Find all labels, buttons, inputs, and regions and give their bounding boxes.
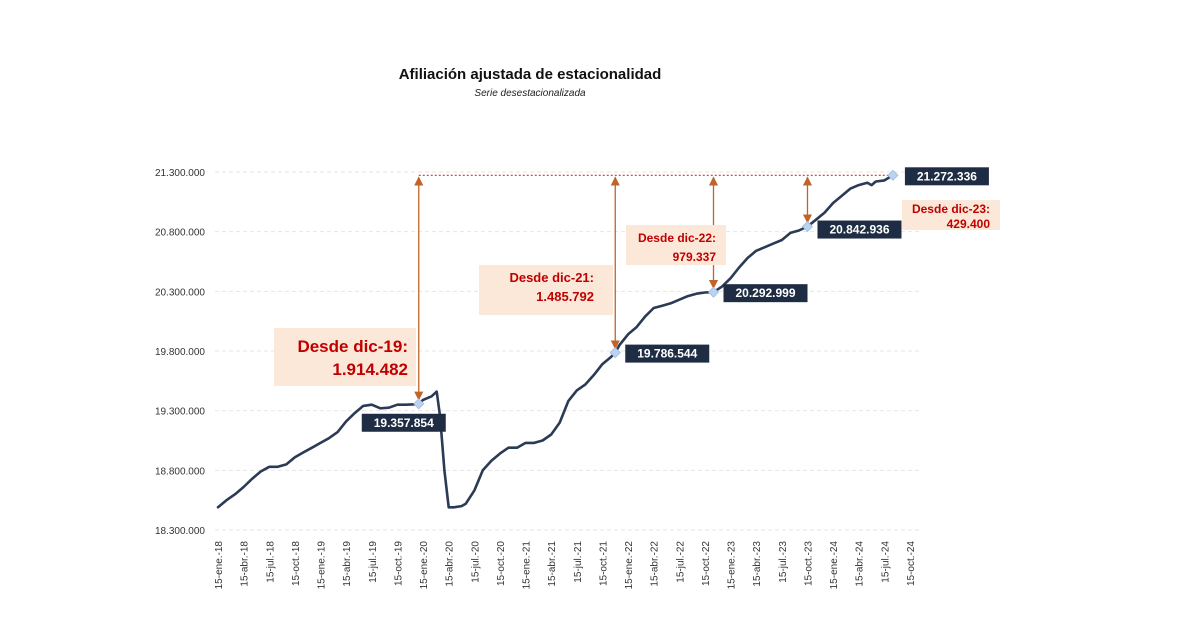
y-tick-label: 18.300.000 [155,526,205,537]
x-tick-label: 15-oct.-22 [701,541,712,586]
value-label: 20.292.999 [735,286,795,300]
highlight-marker [801,220,814,233]
value-label: 19.786.544 [637,347,697,361]
highlight-marker [609,347,621,359]
x-tick-label: 15-abr.-18 [240,541,251,587]
x-tick-label: 15-oct.-21 [598,541,609,586]
highlight-marker [887,169,899,181]
value-label-box [361,413,446,432]
annotation-label: Desde dic-22: [638,231,716,245]
highlight-marker [413,398,425,410]
annotation-label: Desde dic-23: [912,202,990,216]
y-tick-label: 20.800.000 [155,228,205,239]
x-tick-label: 15-ene.-18 [214,541,225,590]
y-tick-label: 19.300.000 [155,407,205,418]
value-label: 19.357.854 [374,416,434,430]
x-tick-label: 15-oct.-23 [803,541,814,586]
x-tick-label: 15-oct.-18 [291,541,302,586]
x-tick-label: 15-jul.-23 [778,541,789,583]
y-tick-label: 20.300.000 [155,287,205,298]
x-tick-label: 15-ene.-24 [829,541,840,590]
x-tick-label: 15-oct.-19 [393,541,404,586]
annotation-label: Desde dic-21: [509,270,594,285]
x-tick-label: 15-oct.-20 [496,541,507,586]
x-tick-label: 15-jul.-18 [265,541,276,583]
chart-subtitle: Serie desestacionalizada [474,88,586,99]
annotation-value: 979.337 [673,250,717,264]
value-label: 20.842.936 [829,223,889,237]
highlight-marker [707,286,720,298]
value-label-box [723,284,808,303]
x-tick-label: 15-abr.-24 [855,541,866,587]
annotation-label: Desde dic-19: [297,337,408,356]
x-tick-label: 15-jul.-22 [675,541,686,583]
annotation-box [479,265,613,315]
annotation-box [626,225,726,265]
chart-title: Afiliación ajustada de estacionalidad [398,66,662,83]
x-tick-label: 15-jul.-21 [573,541,584,583]
annotation-box [274,328,416,386]
x-tick-label: 15-abr.-21 [547,541,558,587]
x-tick-label: 15-ene.-19 [317,541,328,590]
value-label-box [625,344,710,363]
x-tick-label: 15-ene.-21 [522,541,533,590]
value-label-box [904,167,989,186]
y-tick-label: 18.800.000 [155,466,205,477]
annotation-value: 1.914.482 [332,360,408,379]
value-label-box [817,220,902,239]
x-tick-label: 15-jul.-24 [880,541,891,583]
x-tick-label: 15-abr.-22 [650,541,661,587]
y-tick-label: 19.800.000 [155,347,205,358]
x-tick-label: 15-abr.-19 [342,541,353,587]
x-tick-label: 15-ene.-20 [419,541,430,590]
annotation-box [902,200,1000,230]
x-tick-label: 15-ene.-23 [727,541,738,590]
value-label: 21.272.336 [917,169,977,183]
annotation-value: 429.400 [947,217,991,231]
series-line [216,174,895,509]
x-tick-label: 15-abr.-23 [752,541,763,587]
x-tick-label: 15-ene.-22 [624,541,635,590]
x-tick-label: 15-jul.-19 [368,541,379,583]
y-tick-label: 21.300.000 [155,168,205,179]
x-tick-label: 15-oct.-24 [906,541,917,586]
x-tick-label: 15-abr.-20 [445,541,456,587]
x-tick-label: 15-jul.-20 [470,541,481,583]
annotation-value: 1.485.792 [536,289,594,304]
